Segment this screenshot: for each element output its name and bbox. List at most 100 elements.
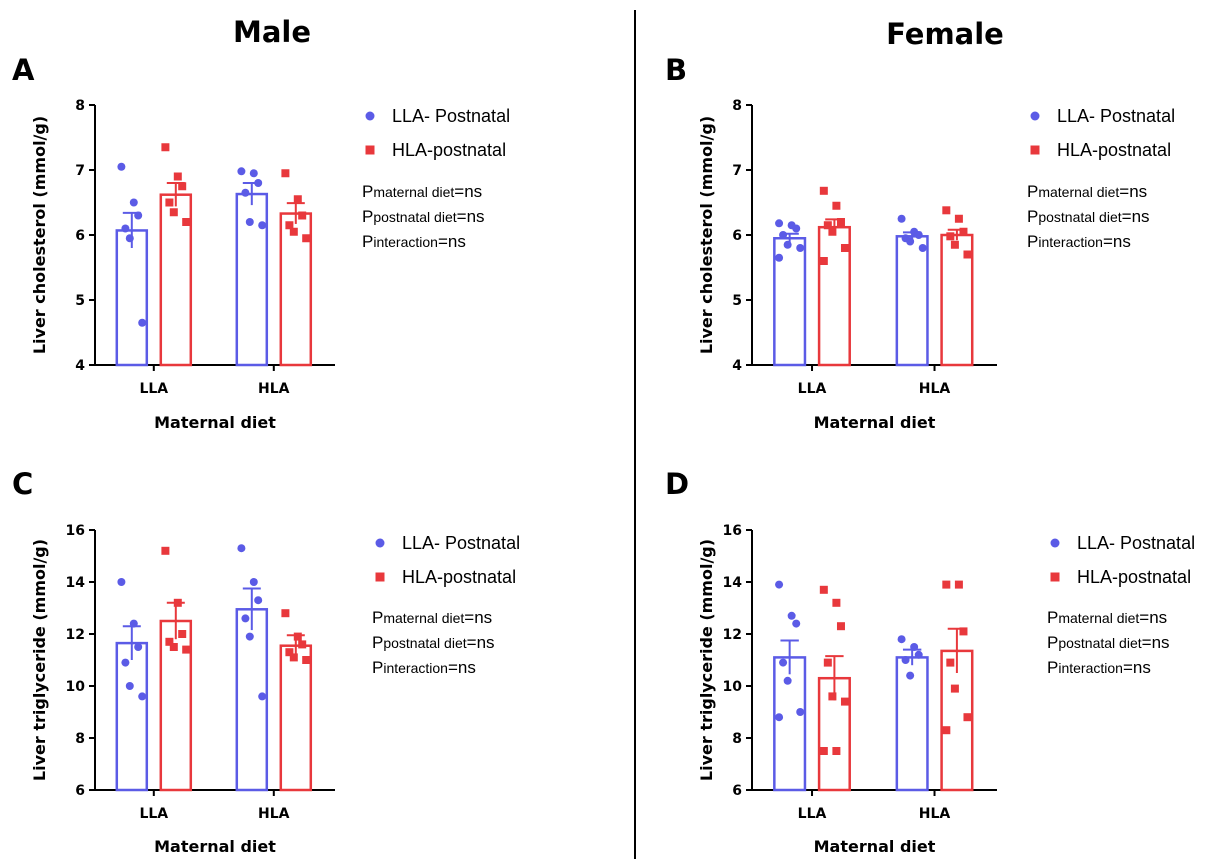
y-tick-label: 4 [732,358,742,374]
stat-sub: maternal diet [383,610,464,626]
data-point [254,179,263,187]
y-tick-label: 12 [66,627,85,643]
panel-c: C 6 8 10 12 14 16 Liver triglyceride (mmol/g) LL… [12,467,520,856]
stat-line: Ppostnatal diet=ns [362,207,485,226]
y-tick-label: 16 [723,523,742,539]
x-tick-label-hla: HLA [919,806,951,822]
data-point [298,640,307,649]
y-tick-label: 5 [75,293,85,309]
data-point [779,658,788,667]
stat-tail: =ns [1142,633,1170,652]
stat-tail: =ns [457,207,485,226]
data-point [963,250,972,259]
stat-sub: interaction [373,234,438,250]
stat-tail: =ns [438,232,466,251]
data-point [910,643,919,651]
stat-line: Pmaternal diet=ns [372,608,492,627]
data-point [237,167,246,176]
stat-p: P [1027,207,1038,226]
data-point [796,708,805,716]
data-point [134,211,143,220]
y-tick-label: 14 [66,575,86,591]
y-tick-label: 10 [723,679,743,695]
data-point [258,692,267,701]
bar-b-s0-hla [895,235,929,367]
stat-line: Ppostnatal diet=ns [1047,633,1170,652]
y-tick-label: 12 [723,627,742,643]
data-point [836,218,845,226]
stat-tail: =ns [1103,232,1131,251]
y-tick-label: 16 [66,523,85,539]
male-title: Male [233,15,311,49]
y-tick-label: 8 [732,731,742,747]
stat-line: Pmaternal diet=ns [1027,182,1147,201]
legend-entry: HLA-postnatal [392,140,506,160]
data-point [836,622,845,631]
data-point [165,637,174,646]
data-point [237,544,246,553]
legend-marker-circle [375,538,385,548]
data-point [906,671,915,680]
panel-letter: D [665,467,689,501]
data-point [959,227,968,236]
data-point [129,198,138,207]
data-point [125,682,134,690]
panels: A 4 5 6 7 8 Liver cholesterol (mmol/g) LLA HLA Ma… [12,53,1195,856]
stat-sub: interaction [1038,234,1103,250]
data-point [182,645,191,654]
data-point [819,747,828,755]
stat-line: Pmaternal diet=ns [362,182,482,201]
x-axis-label: Maternal diet [814,837,936,856]
data-point [832,201,841,210]
legend-entry: HLA-postnatal [402,567,516,587]
data-point [942,206,951,215]
data-point [823,221,832,230]
data-point [946,658,955,667]
data-point [293,632,302,641]
y-tick-label: 5 [732,293,742,309]
data-point [796,244,805,252]
data-point [792,619,801,628]
legend-entry: HLA-postnatal [1077,567,1191,587]
data-point [121,224,130,233]
bar-a-s0-lla [115,229,149,367]
y-axis-label: Liver cholesterol (mmol/g) [30,116,49,354]
stat-tail: =ns [1139,608,1167,627]
legend-marker-circle [1030,111,1040,121]
stat-sub: postnatal diet [1038,209,1121,225]
data-point [946,232,955,241]
stat-p: P [362,232,373,251]
panel-d: D 6 8 10 12 14 16 Liver triglyceride (mmol/g) LL… [665,467,1195,856]
data-point [775,713,784,722]
data-point [787,611,796,620]
data-point [840,244,849,252]
stat-sub: maternal diet [1038,184,1119,200]
y-tick-label: 6 [732,228,742,244]
data-point [285,221,294,230]
data-point [117,578,126,586]
data-point [823,658,832,667]
stat-sub: maternal diet [373,184,454,200]
y-tick-label: 7 [75,163,85,179]
y-tick-label: 8 [75,98,85,114]
data-point [959,627,968,636]
stat-p: P [362,207,373,226]
data-point [169,208,178,217]
stat-sub: postnatal diet [1058,635,1141,651]
stat-p: P [1047,633,1058,652]
x-axis-label: Maternal diet [814,413,936,432]
data-point [138,692,147,701]
stat-line: Pinteraction=ns [372,658,476,677]
legend-marker-square [365,145,375,155]
data-point [298,211,307,220]
data-point [134,643,143,651]
y-tick-label: 4 [75,358,85,374]
data-point [289,227,298,236]
stat-p: P [1047,608,1058,627]
stat-p: P [372,658,383,677]
y-tick-label: 14 [723,575,743,591]
stat-tail: =ns [467,633,495,652]
y-axis-label: Liver triglyceride (mmol/g) [697,539,716,781]
legend-marker-circle [1050,538,1060,548]
